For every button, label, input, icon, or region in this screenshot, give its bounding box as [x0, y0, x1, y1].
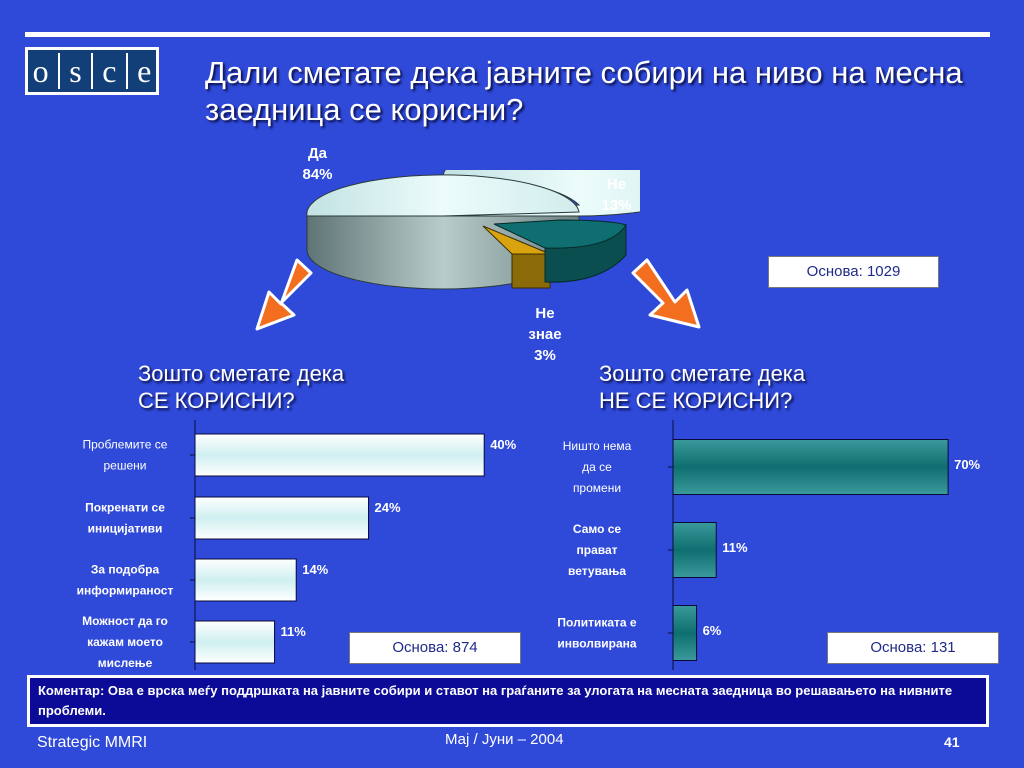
pie-label-ne-znae-line1: Не	[535, 305, 555, 322]
pie-label-ne-znae-line2: знае	[528, 326, 562, 343]
bar-chart-se-korisni: 40% Проблемите се решени 24% Покренати се ини…	[77, 420, 517, 670]
footer-brand: Strategic MMRI	[37, 734, 148, 751]
left-question-line2: СЕ КОРИСНИ?	[138, 388, 295, 413]
logo-letter: s	[69, 53, 82, 89]
pie-slice-ne	[493, 219, 627, 249]
bar	[672, 522, 717, 578]
pie-slice-da-fill	[306, 174, 580, 217]
arrow-right-icon	[631, 258, 701, 329]
top-rule	[25, 32, 990, 37]
footer-date: Мај / Јуни – 2004	[445, 731, 564, 748]
bar-category-label: Ништо нема	[563, 439, 632, 453]
pie-label-ne-znae-value: 3%	[534, 347, 556, 364]
logo-letter: c	[102, 53, 117, 89]
logo-divider	[125, 53, 128, 89]
bar-category-label: иницијативи	[88, 522, 163, 536]
bar	[672, 605, 698, 661]
bar-category-label: Политиката е	[557, 616, 636, 630]
bar-value-label: 11%	[281, 624, 307, 639]
left-question-line1: Зошто сметате дека	[138, 361, 345, 386]
right-base-box: Основа: 131	[827, 632, 999, 664]
bar-category-label: Покренати се	[85, 501, 165, 515]
bar-value-label: 70%	[954, 457, 980, 472]
pie-label-ne-value: 13%	[601, 197, 632, 214]
bar-value-label: 40%	[490, 437, 516, 452]
bar	[194, 558, 297, 602]
slide-title: Дали сметате дека јавните собири на ниво…	[205, 55, 963, 127]
bar	[194, 620, 276, 664]
right-question-line2: НЕ СЕ КОРИСНИ?	[599, 388, 793, 413]
bar-value-label: 11%	[722, 540, 748, 555]
left-question: Зошто сметате дека СЕ КОРИСНИ?	[138, 360, 344, 414]
logo-divider	[90, 53, 93, 89]
pie-slice-ne-znae	[482, 225, 551, 255]
bar-value-label: 6%	[703, 623, 722, 638]
left-base-box: Основа: 874	[349, 632, 521, 664]
logo-letter: e	[137, 53, 152, 89]
bar-category-label: инволвирана	[557, 637, 637, 651]
bar-category-label: промени	[573, 481, 621, 495]
pie-label-ne: Не 13%	[589, 174, 644, 216]
bar-value-label: 24%	[375, 500, 401, 515]
pie-slice-ne-znae-side	[511, 253, 551, 289]
right-question-line1: Зошто сметате дека	[599, 361, 806, 386]
bar-value-label: 14%	[302, 562, 328, 577]
bar-category-label: Само се	[573, 522, 622, 536]
osce-logo: o s c e	[25, 47, 159, 95]
bar-category-label: информираност	[77, 584, 174, 598]
pie-label-ne-name: Не	[606, 176, 627, 193]
bar-category-label: За подобра	[91, 563, 160, 577]
pie-base-box: Основа: 1029	[768, 256, 939, 288]
bar-category-label: мислење	[98, 656, 153, 670]
pie-label-da-name: Да	[307, 145, 328, 162]
pie-label-da: Да 84%	[290, 143, 345, 185]
right-question: Зошто сметате дека НЕ СЕ КОРИСНИ?	[599, 360, 805, 414]
bar	[672, 439, 949, 495]
bar-category-label: да се	[582, 460, 612, 474]
logo-divider	[57, 53, 60, 89]
logo-letter: o	[32, 53, 49, 89]
bar-category-label: Можност да го	[82, 614, 168, 628]
arrow-left-icon	[255, 258, 313, 331]
bar-category-label: прават	[576, 543, 617, 557]
bar	[194, 433, 485, 477]
bar-category-label: решени	[104, 459, 147, 473]
bar-category-label: кажам моето	[87, 635, 163, 649]
bar-chart-ne-se-korisni: 70% Ништо нема да се промени 11% Само се права…	[557, 420, 981, 670]
bar	[194, 496, 370, 540]
pie-chart	[306, 170, 640, 290]
bar-category-label: Проблемите се	[83, 438, 168, 452]
comment-box: Коментар: Ова е врска меѓу поддршката на…	[27, 675, 989, 727]
pie-label-ne-znae: Не знае 3%	[515, 303, 575, 366]
bar-category-label: ветувања	[568, 564, 626, 578]
pie-label-da-value: 84%	[302, 166, 333, 183]
page-number: 41	[944, 734, 960, 750]
